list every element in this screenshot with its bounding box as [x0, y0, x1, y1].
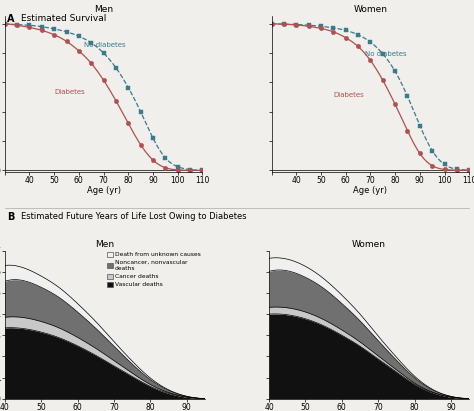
- Legend: Death from unknown causes, Noncancer, nonvascular
deaths, Cancer deaths, Vascula: Death from unknown causes, Noncancer, no…: [106, 251, 202, 289]
- Text: Estimated Survival: Estimated Survival: [21, 14, 107, 23]
- Title: Women: Women: [354, 5, 387, 14]
- Text: A: A: [7, 14, 15, 24]
- Text: No diabetes: No diabetes: [84, 42, 126, 48]
- X-axis label: Age (yr): Age (yr): [87, 186, 120, 195]
- Title: Men: Men: [94, 5, 113, 14]
- Title: Men: Men: [95, 240, 114, 249]
- Title: Women: Women: [352, 240, 386, 249]
- Text: B: B: [7, 212, 15, 222]
- Text: Estimated Future Years of Life Lost Owing to Diabetes: Estimated Future Years of Life Lost Owin…: [21, 212, 247, 221]
- Text: Diabetes: Diabetes: [54, 89, 85, 95]
- X-axis label: Age (yr): Age (yr): [354, 186, 387, 195]
- Text: No diabetes: No diabetes: [365, 51, 407, 57]
- Text: Diabetes: Diabetes: [333, 92, 364, 98]
